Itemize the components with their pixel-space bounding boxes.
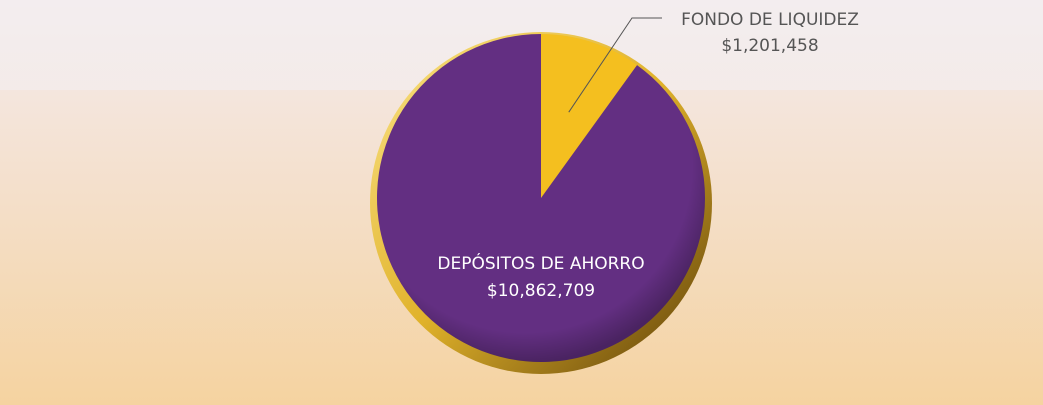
- slice-value-label: $10,862,709: [487, 281, 595, 301]
- slices: [377, 34, 705, 362]
- leader-line: [568, 17, 662, 113]
- pie-slice: [377, 34, 705, 362]
- slice-label: FONDO DE LIQUIDEZ: [681, 10, 859, 30]
- labels: FONDO DE LIQUIDEZ $1,201,458 DEPÓSITOS DE …: [437, 10, 859, 301]
- slice-label: DEPÓSITOS DE AHORRO: [437, 252, 644, 274]
- slice-value-label: $1,201,458: [721, 36, 818, 56]
